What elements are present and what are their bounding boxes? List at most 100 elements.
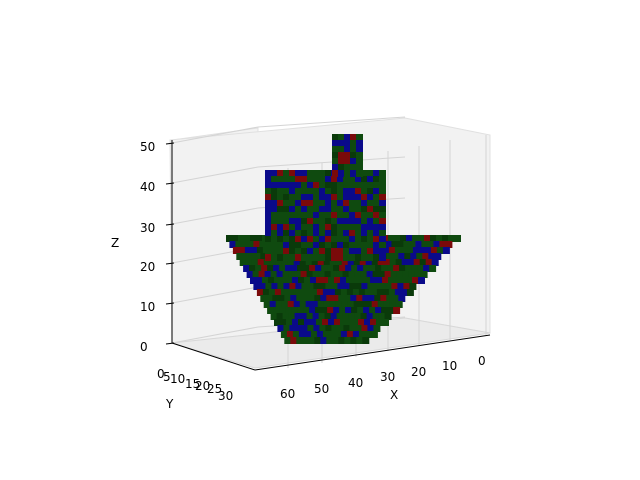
voxel (295, 283, 303, 290)
voxel (355, 236, 362, 243)
voxel (379, 176, 386, 183)
voxel (325, 242, 332, 249)
voxel (349, 325, 357, 332)
voxel (331, 188, 338, 195)
voxel (277, 188, 284, 195)
voxel (337, 242, 344, 249)
voxel (247, 241, 255, 248)
voxel (400, 247, 408, 254)
voxel (274, 319, 281, 326)
voxel (448, 235, 455, 242)
voxel (341, 301, 349, 308)
voxel (331, 283, 339, 290)
voxel (379, 283, 387, 290)
voxel (319, 218, 326, 225)
voxel (419, 259, 427, 266)
voxel (350, 134, 357, 141)
voxel (307, 194, 314, 201)
voxel (297, 307, 305, 314)
voxel (255, 265, 263, 272)
voxel (280, 277, 287, 284)
voxel (395, 301, 403, 308)
voxel (343, 236, 350, 243)
voxel (355, 176, 362, 183)
voxel (387, 265, 395, 272)
voxel (259, 241, 267, 248)
voxel (367, 224, 374, 231)
voxel (319, 182, 326, 189)
voxel (325, 200, 332, 207)
voxel (310, 277, 317, 284)
voxel (265, 188, 272, 195)
voxel (349, 218, 356, 225)
voxel (379, 182, 386, 189)
voxel (335, 259, 343, 266)
voxel (424, 247, 432, 254)
z-tick-mark (165, 262, 175, 265)
voxel (421, 241, 429, 248)
voxel (343, 176, 350, 183)
voxel (318, 271, 326, 278)
voxel (283, 236, 290, 243)
voxel (270, 271, 278, 278)
voxel (283, 206, 290, 213)
voxel (315, 265, 323, 272)
voxel (271, 176, 278, 183)
voxel (301, 200, 308, 207)
voxel (373, 254, 380, 261)
voxel (433, 241, 441, 248)
x-tick-labels: 0 10 20 30 40 50 60 (280, 354, 486, 401)
voxel (358, 277, 365, 284)
voxel (265, 248, 272, 255)
voxel (313, 236, 320, 243)
voxel (295, 212, 302, 219)
voxel (321, 265, 329, 272)
voxel (361, 254, 368, 261)
voxel (346, 331, 354, 338)
voxel (265, 182, 272, 189)
voxel (337, 176, 344, 183)
voxel (381, 307, 389, 314)
voxel (367, 283, 375, 290)
z-tick-label: 50 (140, 140, 155, 154)
voxel (319, 200, 326, 207)
z-grid-line-left (171, 326, 259, 344)
voxel (313, 170, 320, 177)
voxel (334, 331, 342, 338)
voxel (306, 313, 314, 320)
voxel (265, 218, 272, 225)
voxel (292, 289, 300, 296)
voxel (361, 170, 368, 177)
voxel (302, 295, 310, 302)
voxel (356, 134, 363, 141)
voxel (341, 259, 349, 266)
voxel (314, 337, 322, 344)
voxel (342, 271, 350, 278)
voxel (322, 331, 330, 338)
voxel (314, 295, 322, 302)
voxel (382, 319, 389, 326)
voxel (388, 235, 395, 242)
voxel (323, 301, 331, 308)
voxel (258, 271, 266, 278)
voxel (385, 283, 393, 290)
voxel (442, 247, 450, 254)
voxel (295, 218, 302, 225)
voxel (301, 325, 309, 332)
voxel (295, 236, 302, 243)
voxel (313, 188, 320, 195)
voxel (295, 188, 302, 195)
voxel (331, 218, 338, 225)
z-tick-label: 30 (140, 221, 155, 235)
voxel (304, 319, 311, 326)
voxel (319, 248, 326, 255)
voxel (304, 289, 312, 296)
voxel (381, 265, 389, 272)
voxel (344, 170, 351, 177)
voxel (334, 319, 341, 326)
voxel (295, 194, 302, 201)
voxel (265, 236, 272, 243)
voxel (402, 271, 410, 278)
voxel (325, 224, 332, 231)
voxel (333, 307, 341, 314)
